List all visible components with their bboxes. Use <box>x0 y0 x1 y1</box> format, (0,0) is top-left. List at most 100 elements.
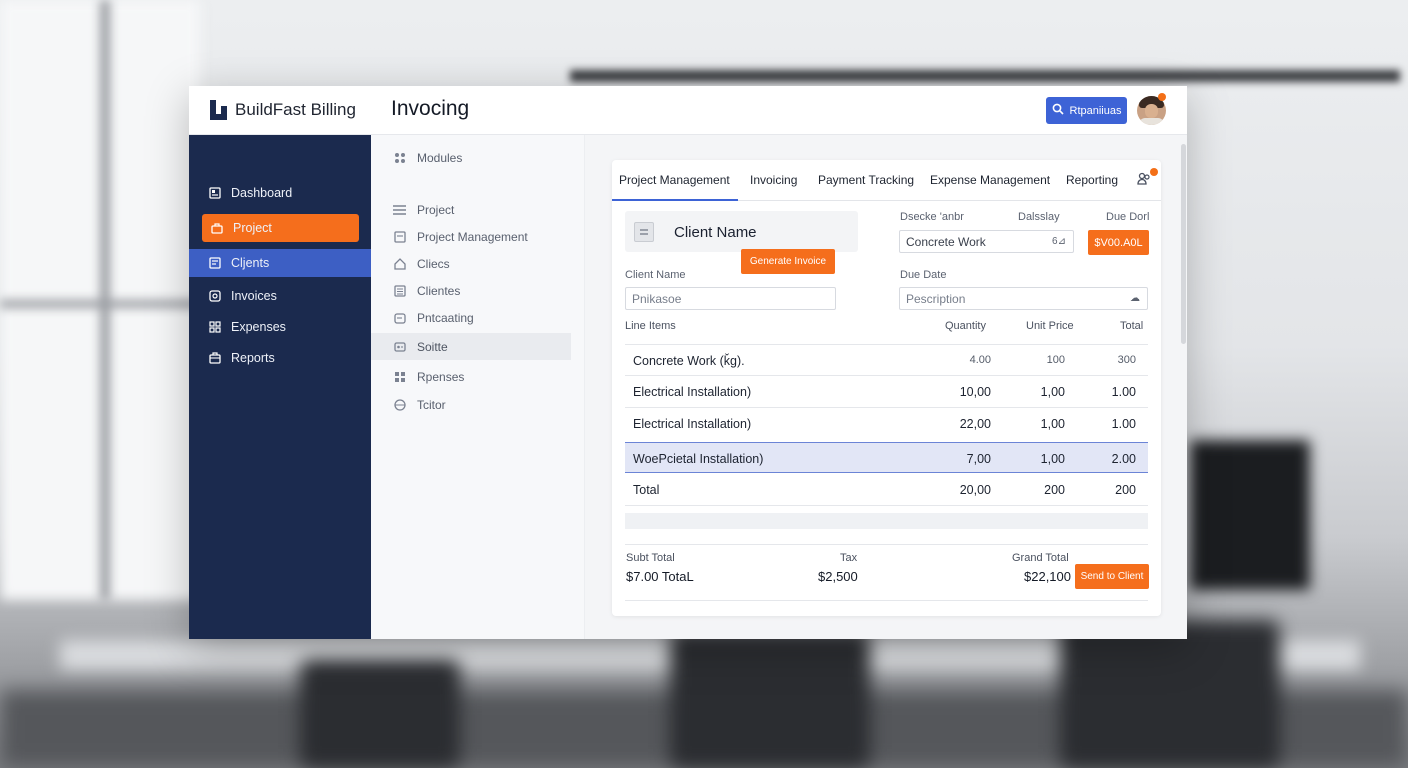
row-total: 1.00 <box>1111 417 1136 431</box>
quantity-header: Quantity <box>945 320 986 332</box>
sidebar-item-dashboard[interactable]: Dashboard <box>189 179 371 207</box>
project-icon <box>210 222 223 235</box>
row-description: WoePcietal Installation) <box>633 452 764 466</box>
row-unit-price: 100 <box>1046 354 1065 366</box>
tab-expense-management[interactable]: Expense Management <box>930 173 1051 187</box>
sidebar-item-label: Expenses <box>231 320 286 334</box>
list-icon <box>393 284 406 297</box>
app-window: BuildFast Billing Invocing Rtpaniiuas Da… <box>189 86 1187 639</box>
modules-icon <box>393 151 406 164</box>
row-description: Electrical Installation) <box>633 385 752 399</box>
search-button[interactable]: Rtpaniiuas <box>1046 97 1127 124</box>
tab-invoicing[interactable]: Invoicing <box>750 173 798 187</box>
client-name-label: Client Name <box>625 269 686 281</box>
row-quantity: 22,00 <box>959 417 991 431</box>
menu-icon <box>393 203 406 216</box>
module-item-label: Tcitor <box>417 397 446 412</box>
description-trail: 6⊿ <box>1052 236 1066 247</box>
sidebar-item-label: Dashboard <box>231 186 293 200</box>
table-row-total[interactable]: Total 20,00 200 200 <box>625 474 1148 505</box>
generate-invoice-button[interactable]: Generate Invoice <box>741 249 835 274</box>
sidebar-item-label: Invoices <box>231 289 277 303</box>
sidebar-item-clients[interactable]: Cljents <box>189 249 371 277</box>
row-description: Concrete Work (ǩg). <box>633 354 745 368</box>
sidebar-item-label: Cljents <box>231 256 270 270</box>
sidebar-item-expenses[interactable]: Expenses <box>189 313 371 341</box>
tab-payment-tracking[interactable]: Payment Tracking <box>818 173 915 187</box>
tab-notification-badge <box>1150 168 1158 176</box>
description-value: Concrete Work <box>906 234 986 249</box>
due-amount-badge[interactable]: $V00.A0L <box>1088 230 1149 255</box>
sidebar-item-label: Reports <box>231 351 275 365</box>
row-quantity: 7,00 <box>966 452 991 466</box>
sidebar-item-project[interactable]: Project <box>202 214 359 242</box>
module-item[interactable]: Pntcaating <box>371 304 571 331</box>
sidebar-item-invoices[interactable]: Invoices <box>189 282 371 310</box>
module-item-label: Soitte <box>417 339 448 354</box>
module-item-label: Project <box>417 202 455 217</box>
tax-value: $2,500 <box>818 569 858 584</box>
column-label: Dsecke 'anbr <box>900 211 964 223</box>
tab-reporting[interactable]: Reporting <box>1066 173 1119 187</box>
row-description: Electrical Installation) <box>633 417 752 431</box>
table-row-highlighted[interactable]: WoePcietal Installation) 7,00 1,00 2.00 <box>625 442 1148 473</box>
module-item[interactable]: Clientes <box>371 277 571 304</box>
brand[interactable]: BuildFast Billing <box>207 98 356 122</box>
client-name-field[interactable]: Pnikasoe <box>625 287 836 310</box>
column-label: Due Dorl <box>1106 211 1150 223</box>
row-total: 2.00 <box>1111 452 1136 466</box>
row-unit-price: 1,00 <box>1040 452 1065 466</box>
divider <box>625 600 1148 601</box>
send-to-client-button[interactable]: Send to Client <box>1075 564 1149 589</box>
home-icon <box>393 257 406 270</box>
top-bar: BuildFast Billing Invocing Rtpaniiuas <box>189 86 1187 135</box>
divider <box>625 544 1148 545</box>
client-header: Client Name <box>625 211 858 252</box>
clients-icon <box>208 257 221 270</box>
row-quantity: 4.00 <box>969 354 991 366</box>
grid-icon <box>393 370 406 383</box>
brand-name: BuildFast Billing <box>235 100 356 119</box>
modules-panel: Modules Project Project Management Cliec… <box>371 135 585 639</box>
column-label: Dalsslay <box>1018 211 1060 223</box>
row-unit-price: 1,00 <box>1040 385 1065 399</box>
sidebar-item-reports[interactable]: Reports <box>189 344 371 372</box>
globe-icon <box>393 398 406 411</box>
scrollbar[interactable] <box>1181 144 1186 344</box>
module-item[interactable]: Rpenses <box>371 363 571 390</box>
invoice-card: Project Management Invoicing Payment Tra… <box>612 160 1161 616</box>
settings-icon <box>393 340 406 353</box>
due-date-label: Due Date <box>900 269 947 281</box>
client-name-value: Pnikasoe <box>632 291 682 306</box>
module-item[interactable]: Project Management <box>371 223 571 250</box>
row-unit-price: 1,00 <box>1040 417 1065 431</box>
description-field[interactable]: Concrete Work 6⊿ <box>899 230 1074 253</box>
table-row[interactable]: Concrete Work (ǩg). 4.00 100 300 <box>625 344 1148 375</box>
module-item[interactable]: Tcitor <box>371 391 571 418</box>
tax-label: Tax <box>840 552 858 564</box>
table-row[interactable]: Electrical Installation) 22,00 1,00 1.00 <box>625 407 1148 438</box>
module-item[interactable]: Project <box>371 196 571 223</box>
subtotal-label: Subt Total <box>626 552 675 564</box>
description-placeholder: Pescription <box>906 291 966 306</box>
search-icon <box>1052 103 1064 118</box>
description-input[interactable]: Pescription ☁ <box>899 287 1148 310</box>
modules-heading: Modules <box>371 144 571 171</box>
line-items-label: Line Items <box>625 320 676 332</box>
row-unit-price: 200 <box>1044 483 1065 497</box>
empty-row <box>625 513 1148 529</box>
people-icon[interactable] <box>1137 172 1151 191</box>
module-item-selected[interactable]: Soitte <box>371 333 571 360</box>
module-item-label: Cliecs <box>417 256 450 271</box>
page-title: Invocing <box>391 97 470 120</box>
row-total: 200 <box>1115 483 1136 497</box>
reports-icon <box>208 352 221 365</box>
module-item-label: Project Management <box>417 229 528 244</box>
invoice-icon <box>208 290 221 303</box>
table-row[interactable]: Electrical Installation) 10,00 1,00 1.00 <box>625 375 1148 406</box>
module-item[interactable]: Cliecs <box>371 250 571 277</box>
client-title: Client Name <box>674 224 757 241</box>
tab-project-management[interactable]: Project Management <box>612 173 738 201</box>
logo-icon <box>207 98 229 122</box>
module-item-label: Rpenses <box>417 369 465 384</box>
